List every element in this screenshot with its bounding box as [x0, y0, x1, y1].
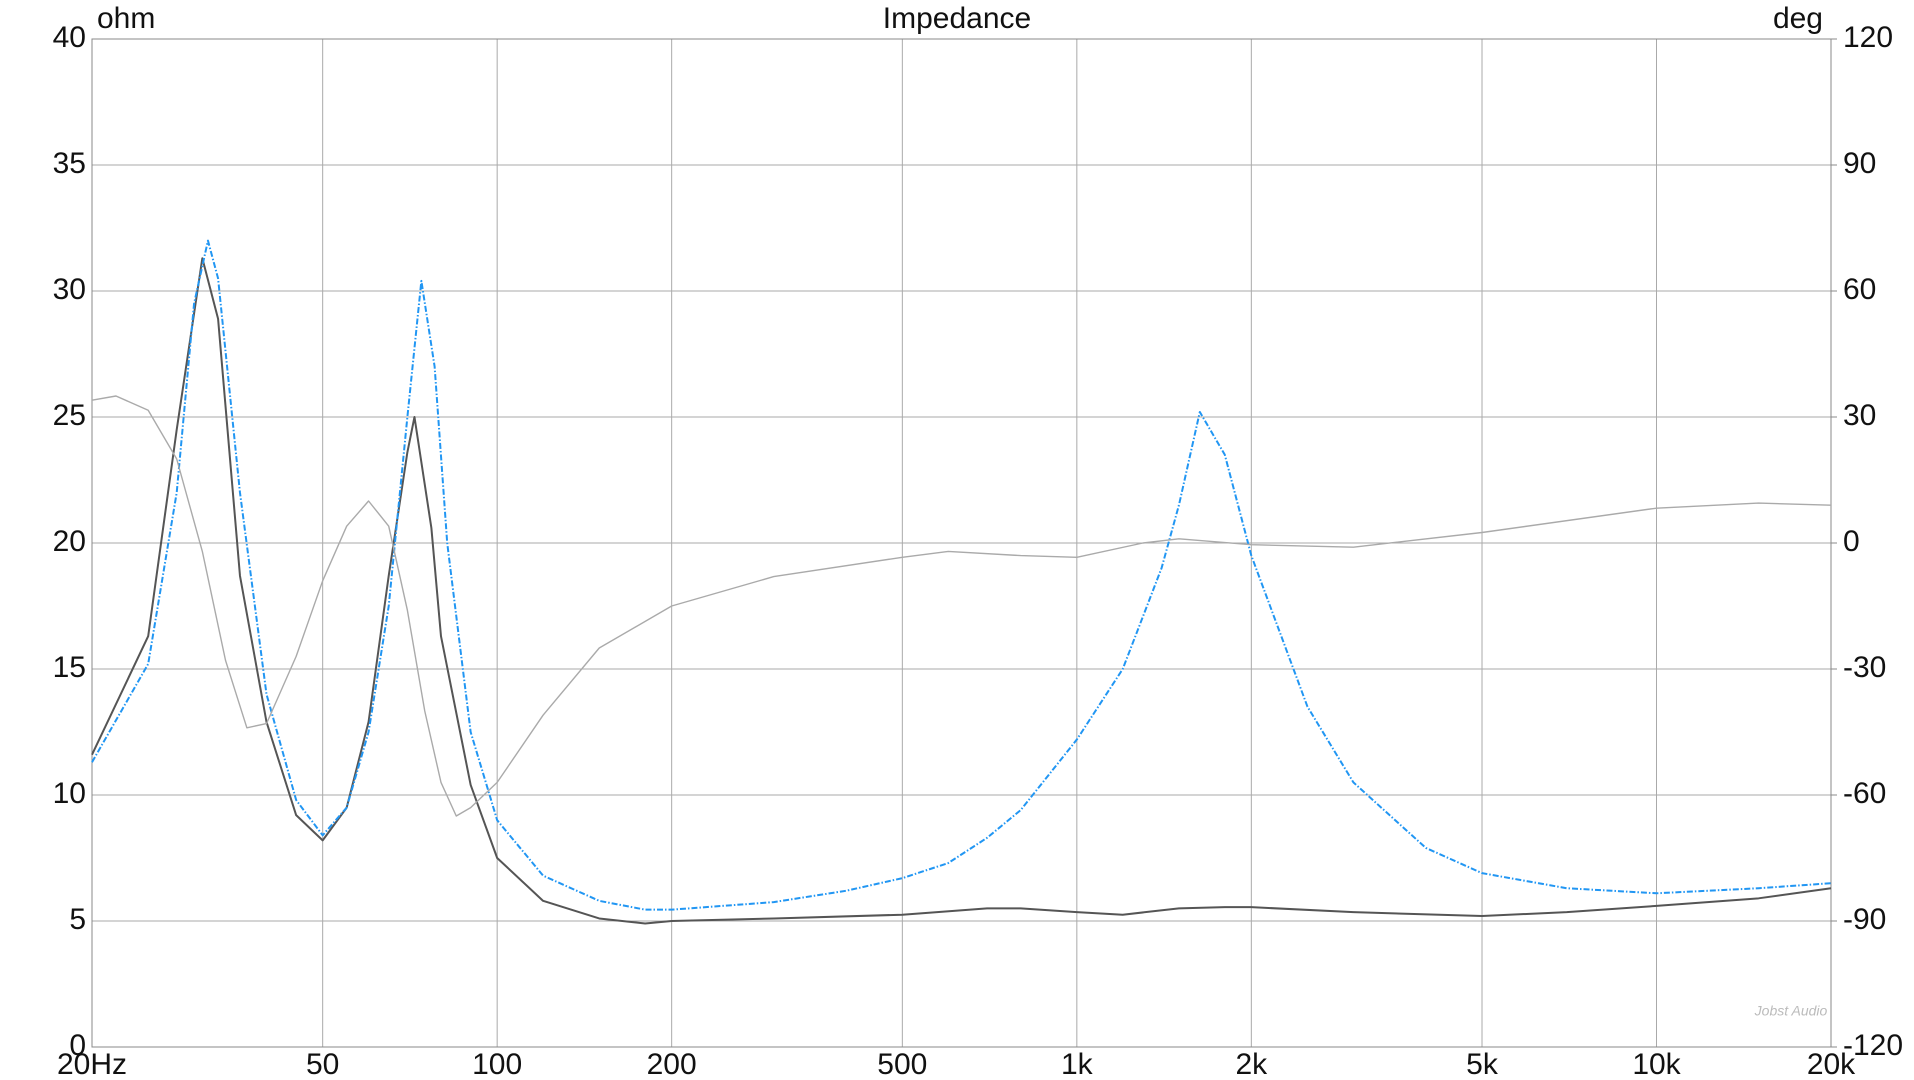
- y-tick-label: 40: [53, 21, 86, 54]
- x-tick-label: 100: [472, 1048, 522, 1080]
- y2-tick-label: -90: [1843, 903, 1886, 936]
- y2-tick-label: -120: [1843, 1029, 1903, 1062]
- x-tick-label: 2k: [1235, 1048, 1268, 1080]
- y-tick-label: 30: [53, 273, 86, 306]
- x-tick-label: 1k: [1061, 1048, 1094, 1080]
- x-tick-label: 20Hz: [57, 1048, 127, 1080]
- y2-tick-label: 0: [1843, 525, 1860, 558]
- y2-tick-label: 30: [1843, 399, 1876, 432]
- x-tick-label: 50: [306, 1048, 339, 1080]
- y2-tick-label: 60: [1843, 273, 1876, 306]
- x-tick-label: 10k: [1632, 1048, 1681, 1080]
- series-line: [91, 395, 1832, 817]
- chart-title: Impedance: [883, 2, 1031, 35]
- y2-tick-label: 120: [1843, 21, 1893, 54]
- y2-axis-unit: deg: [1773, 2, 1823, 35]
- y-tick-label: 0: [69, 1029, 86, 1062]
- x-tick-label: 20k: [1807, 1048, 1856, 1080]
- y-tick-label: 25: [53, 399, 86, 432]
- y-axis-unit: ohm: [97, 2, 155, 35]
- y-tick-label: 5: [69, 903, 86, 936]
- plot-frame: [91, 38, 1832, 1048]
- y2-tick-label: 90: [1843, 147, 1876, 180]
- y2-tick-label: -60: [1843, 777, 1886, 810]
- watermark: Jobst Audio: [1754, 1003, 1828, 1019]
- y2-tick-label: -30: [1843, 651, 1886, 684]
- y-tick-label: 15: [53, 651, 86, 684]
- x-tick-label: 200: [647, 1048, 697, 1080]
- x-tick-label: 5k: [1466, 1048, 1499, 1080]
- y-tick-label: 35: [53, 147, 86, 180]
- y-tick-label: 20: [53, 525, 86, 558]
- y-tick-label: 10: [53, 777, 86, 810]
- x-tick-label: 500: [877, 1048, 927, 1080]
